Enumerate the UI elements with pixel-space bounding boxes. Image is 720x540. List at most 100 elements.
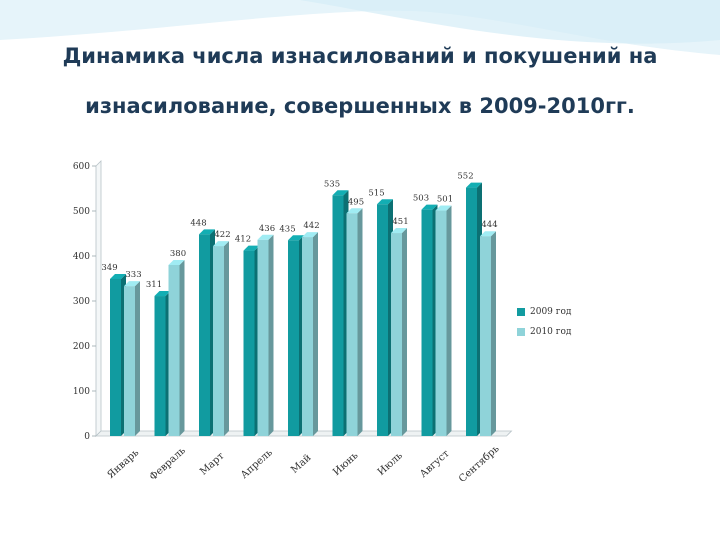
bar-top [257,234,274,240]
bar-front [110,278,121,436]
bar-2009 [110,273,126,436]
bar-side [402,228,407,436]
data-label-2009: 552 [457,172,473,182]
bar-top [302,232,318,238]
legend-label-2010: 2010 год [530,327,572,337]
bar-front [480,236,491,436]
y-tick-label: 100 [73,387,90,397]
legend-swatch-2009 [517,308,525,316]
bar-side [179,260,185,436]
bar-front [332,195,344,436]
data-label-2009: 503 [413,194,429,204]
x-tick-label: Июль [376,450,405,478]
bar-top [154,291,171,297]
bar-2010 [346,208,363,436]
bar-front [124,286,135,436]
bar-top [288,235,304,241]
data-label-2010: 444 [481,220,497,230]
bar-side [313,232,318,436]
bar-top [466,182,482,188]
data-label-2010: 380 [170,249,186,259]
bar-2009 [154,291,171,436]
bar-2010 [391,228,407,436]
bar-top [480,231,496,237]
y-tick-label: 600 [73,162,90,172]
data-label-2010: 436 [259,224,275,234]
bar-top [421,204,438,210]
legend-item-2010: 2010 год [517,322,571,342]
x-tick-label: Июнь [331,450,361,478]
bar-side [446,205,452,436]
data-label-2009: 515 [368,188,384,198]
chart-legend: 2009 год 2010 год [517,302,571,342]
bar-2009 [288,235,304,436]
bar-top [243,245,260,251]
bar-side [135,281,140,436]
bar-top [110,273,126,279]
bar-front [199,234,210,436]
bar-front [377,204,388,436]
bar-front [346,213,358,436]
bar-front [257,239,269,436]
bar-top [346,208,363,214]
x-tick-label: Март [198,450,227,477]
bar-side [268,234,274,436]
bar-2009 [332,190,349,436]
data-label-2010: 333 [125,270,141,280]
bar-2009 [377,199,393,436]
bar-top [213,241,229,247]
data-label-2009: 435 [279,224,295,234]
data-label-2010: 442 [303,221,319,231]
y-tick-label: 400 [73,252,90,262]
bar-2010 [213,241,229,436]
y-tick-label: 300 [73,297,90,307]
data-label-2010: 422 [214,230,230,240]
y-tick-label: 500 [73,207,90,217]
bar-2009 [243,245,260,436]
data-label-2009: 535 [324,179,340,189]
bar-front [466,187,477,436]
bar-top [435,205,452,211]
bar-2010 [302,232,318,436]
data-label-2010: 501 [437,195,453,205]
x-tick-label: Апрель [239,447,275,481]
x-tick-label: Май [289,452,314,476]
chart-title-line-1: Динамика числа изнасилований и покушений… [62,44,658,68]
legend-item-2009: 2009 год [517,302,571,322]
bar-2009 [466,182,482,436]
y-tick-label: 0 [84,432,90,442]
bar-front [435,210,447,436]
data-label-2009: 311 [146,280,162,290]
data-label-2010: 451 [392,217,408,227]
bar-2010 [257,234,274,436]
data-label-2009: 349 [101,263,117,273]
bar-top [391,228,407,234]
bar-front [421,209,433,436]
x-tick-label: Январь [105,447,141,481]
legend-label-2009: 2009 год [530,307,572,317]
bar-side [224,241,229,436]
bar-2010 [435,205,452,436]
bar-2010 [124,281,140,436]
bar-front [154,296,166,436]
bar-top [332,190,349,196]
bar-side [357,208,363,436]
bar-front [288,240,299,436]
data-label-2010: 495 [348,197,364,207]
chart-side-wall [95,160,102,437]
y-tick-label: 200 [73,342,90,352]
x-tick-label: Сентябрь [457,443,502,485]
bar-front [243,250,255,436]
legend-swatch-2010 [517,328,525,336]
data-label-2009: 412 [235,235,251,245]
bar-top [377,199,393,205]
bar-2009 [421,204,438,436]
bar-top [124,281,140,287]
bar-front [391,233,402,436]
bar-2010 [480,231,496,436]
x-tick-label: Август [418,448,452,480]
data-label-2009: 448 [190,218,206,228]
bar-side [491,231,496,436]
